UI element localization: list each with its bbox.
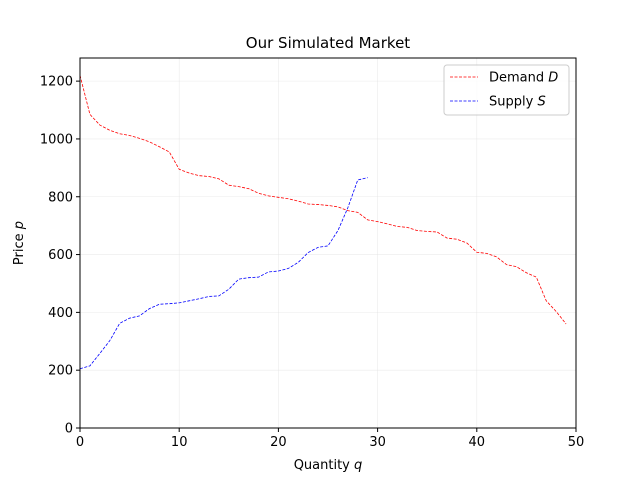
y-tick-label: 0 — [65, 422, 73, 437]
x-tick-label: 30 — [369, 435, 386, 450]
y-tick-label: 400 — [48, 306, 73, 321]
y-tick-label: 1000 — [40, 132, 73, 147]
series-line-1 — [79, 177, 368, 370]
x-tick-label: 10 — [171, 435, 188, 450]
y-tick-label: 200 — [48, 364, 73, 379]
legend-box — [443, 64, 570, 116]
grid — [79, 58, 577, 429]
x-tick-label: 40 — [469, 435, 486, 450]
x-tick-label: 50 — [568, 435, 585, 450]
x-axis-label: Quantity q — [294, 458, 363, 473]
y-tick-label: 600 — [48, 248, 73, 263]
y-tick-label: 1200 — [40, 75, 73, 90]
x-tick-label: 0 — [76, 435, 84, 450]
x-tick-label: 20 — [270, 435, 287, 450]
plot-frame — [79, 57, 577, 429]
legend-label-1: Supply S — [489, 95, 546, 110]
series-line-0 — [79, 75, 567, 325]
axis-ticks: 0 10 20 30 40 50 0 200 400 600 800 1000 1200 — [40, 75, 584, 450]
y-tick-label: 800 — [48, 190, 73, 205]
chart-title: Our Simulated Market — [246, 34, 410, 52]
legend-label-0: Demand D — [489, 71, 558, 86]
plot-series — [79, 75, 567, 370]
legend: Demand D Supply S — [443, 64, 570, 116]
y-axis-label: Price p — [12, 221, 27, 265]
